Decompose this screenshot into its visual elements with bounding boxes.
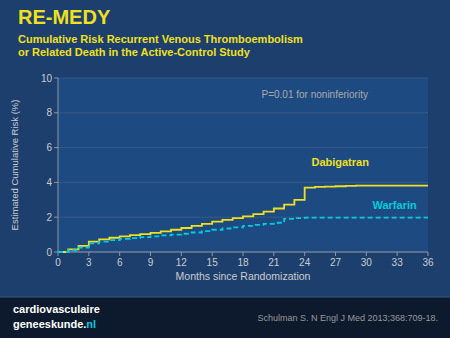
x-tick-label: 30 — [361, 257, 373, 268]
x-tick-label: 9 — [148, 257, 154, 268]
y-tick — [54, 147, 58, 148]
grid-line — [58, 112, 428, 113]
x-tick-label: 33 — [392, 257, 404, 268]
grid-line — [58, 182, 428, 183]
x-tick-label: 27 — [330, 257, 342, 268]
brand: geneeskunde. — [13, 318, 86, 330]
x-tick — [428, 252, 429, 256]
x-tick-label: 6 — [117, 257, 123, 268]
step-line — [58, 186, 428, 252]
subtitle-line: Cumulative Risk Recurrent Venous Thrombo… — [18, 33, 303, 45]
x-tick — [304, 252, 305, 256]
y-axis — [58, 78, 59, 252]
x-tick-label: 18 — [237, 257, 249, 268]
y-tick — [54, 217, 58, 218]
y-tick-label: 2 — [46, 212, 52, 223]
x-tick — [181, 252, 182, 256]
x-tick — [273, 252, 274, 256]
y-tick — [54, 78, 58, 79]
series-group — [58, 186, 428, 252]
step-line — [58, 218, 428, 252]
x-tick-label: 3 — [86, 257, 92, 268]
x-axis — [58, 252, 428, 253]
x-tick-label: 15 — [207, 257, 219, 268]
subtitle: Cumulative Risk Recurrent Venous Thrombo… — [18, 33, 303, 58]
x-tick-label: 0 — [55, 257, 61, 268]
x-tick-label: 36 — [422, 257, 434, 268]
x-tick — [397, 252, 398, 256]
y-tick-label: 4 — [46, 177, 52, 188]
y-axis-label: Estimated Cumulative Risk (%) — [9, 100, 20, 231]
brand: cardiovasculaire — [13, 303, 100, 315]
y-tick-label: 6 — [46, 142, 52, 153]
x-tick — [243, 252, 244, 256]
annotation: P=0.01 for noninferiority — [262, 89, 368, 100]
y-tick — [54, 182, 58, 183]
grid-line — [58, 252, 428, 253]
y-tick-label: 10 — [41, 73, 53, 84]
x-tick — [212, 252, 213, 256]
x-tick — [119, 252, 120, 256]
y-tick-label: 0 — [46, 247, 52, 258]
x-tick — [335, 252, 336, 256]
grid-line — [58, 78, 428, 79]
x-axis-label: Months since Randomization — [176, 270, 311, 282]
series-label: Warfarin — [373, 199, 417, 211]
x-tick — [366, 252, 367, 256]
grid-line — [58, 147, 428, 148]
brand: nl — [86, 318, 96, 330]
y-tick-label: 8 — [46, 107, 52, 118]
plot-area — [58, 78, 428, 252]
x-tick-label: 24 — [299, 257, 311, 268]
subtitle-line: or Related Death in the Active-Control S… — [18, 46, 251, 58]
chart: RE-MEDY Cumulative Risk Recurrent Venous … — [0, 0, 450, 338]
y-tick — [54, 252, 58, 253]
x-tick — [88, 252, 89, 256]
background — [0, 0, 450, 338]
series-label: Dabigatran — [311, 156, 369, 168]
x-tick — [150, 252, 151, 256]
footer-separator — [0, 297, 450, 298]
footer — [0, 297, 450, 338]
x-tick-label: 12 — [176, 257, 188, 268]
x-tick-label: 21 — [268, 257, 280, 268]
title: RE-MEDY — [18, 6, 111, 28]
y-tick — [54, 112, 58, 113]
source: Schulman S. N Engl J Med 2013;368:709-18… — [257, 313, 438, 323]
